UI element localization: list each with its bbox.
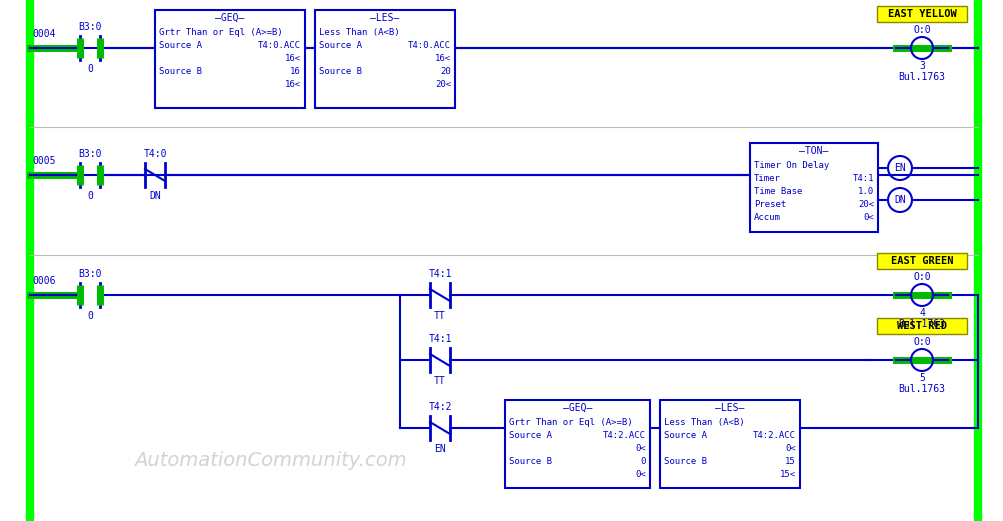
FancyBboxPatch shape [877,318,966,334]
Text: —TON—: —TON— [798,146,827,156]
FancyBboxPatch shape [659,400,799,488]
Text: 0: 0 [87,311,93,321]
Text: 4: 4 [918,308,924,318]
Text: 3: 3 [918,61,924,71]
Text: T4:1: T4:1 [428,334,451,344]
Text: Bul.1763: Bul.1763 [898,319,945,329]
FancyBboxPatch shape [505,400,649,488]
Text: 0005: 0005 [32,156,55,166]
Text: Bul.1763: Bul.1763 [898,384,945,394]
Text: AutomationCommunity.com: AutomationCommunity.com [133,451,406,469]
Text: —GEQ—: —GEQ— [563,403,592,413]
Text: 0: 0 [87,191,93,201]
FancyBboxPatch shape [877,6,966,22]
Text: TT: TT [433,376,445,386]
Text: O:0: O:0 [913,25,930,35]
Text: EN: EN [433,444,445,454]
Text: TT: TT [433,311,445,321]
Text: 0004: 0004 [32,29,55,39]
Text: Source B: Source B [509,457,552,466]
Text: B3:0: B3:0 [78,269,101,279]
Text: O:0: O:0 [913,337,930,347]
Text: T4:0: T4:0 [143,149,166,159]
Text: Time Base: Time Base [753,187,801,196]
Text: 0<: 0< [635,470,645,479]
Text: 5: 5 [918,373,924,383]
Text: Source B: Source B [663,457,706,466]
Text: 20<: 20< [857,200,874,209]
Text: T4:0.ACC: T4:0.ACC [258,41,301,50]
Text: O:0: O:0 [913,272,930,282]
Text: EAST GREEN: EAST GREEN [890,256,952,266]
Text: T4:2.ACC: T4:2.ACC [603,431,645,440]
Text: 0006: 0006 [32,276,55,286]
Text: Source A: Source A [509,431,552,440]
Text: EAST YELLOW: EAST YELLOW [887,9,956,19]
Text: DN: DN [149,191,160,201]
FancyBboxPatch shape [315,10,454,108]
Text: T4:1: T4:1 [852,174,874,183]
Text: Less Than (A<B): Less Than (A<B) [319,28,399,37]
Text: 16<: 16< [285,54,301,63]
Text: T4:0.ACC: T4:0.ACC [407,41,450,50]
FancyBboxPatch shape [749,143,878,232]
Text: Source A: Source A [158,41,202,50]
Text: Source B: Source B [158,67,202,76]
Text: 0: 0 [87,64,93,74]
Text: 20: 20 [439,67,450,76]
FancyBboxPatch shape [154,10,305,108]
Text: T4:2.ACC: T4:2.ACC [752,431,795,440]
Text: Source A: Source A [663,431,706,440]
Text: 20<: 20< [434,80,450,89]
Text: Timer On Delay: Timer On Delay [753,161,828,170]
Text: Source A: Source A [319,41,362,50]
Text: Preset: Preset [753,200,785,209]
Text: 1.0: 1.0 [857,187,874,196]
Text: Grtr Than or Eql (A>=B): Grtr Than or Eql (A>=B) [158,28,282,37]
Text: Grtr Than or Eql (A>=B): Grtr Than or Eql (A>=B) [509,418,632,427]
Text: —GEQ—: —GEQ— [215,13,245,23]
Text: 16: 16 [290,67,301,76]
Text: Accum: Accum [753,213,780,222]
Text: DN: DN [894,195,905,205]
Text: T4:1: T4:1 [428,269,451,279]
FancyBboxPatch shape [877,253,966,269]
Text: 0<: 0< [784,444,795,453]
Text: 16<: 16< [434,54,450,63]
Text: 0<: 0< [635,444,645,453]
Text: Bul.1763: Bul.1763 [898,72,945,82]
Text: T4:2: T4:2 [428,402,451,412]
Text: Timer: Timer [753,174,780,183]
Text: Less Than (A<B): Less Than (A<B) [663,418,744,427]
Text: —LES—: —LES— [370,13,399,23]
Text: 0: 0 [640,457,645,466]
Text: 0<: 0< [863,213,874,222]
Text: WEST RED: WEST RED [896,321,946,331]
Text: EN: EN [894,163,905,173]
Text: B3:0: B3:0 [78,22,101,32]
Text: 15<: 15< [779,470,795,479]
Text: Source B: Source B [319,67,362,76]
Text: 15: 15 [784,457,795,466]
Text: B3:0: B3:0 [78,149,101,159]
Text: —LES—: —LES— [714,403,744,413]
Text: 16<: 16< [285,80,301,89]
